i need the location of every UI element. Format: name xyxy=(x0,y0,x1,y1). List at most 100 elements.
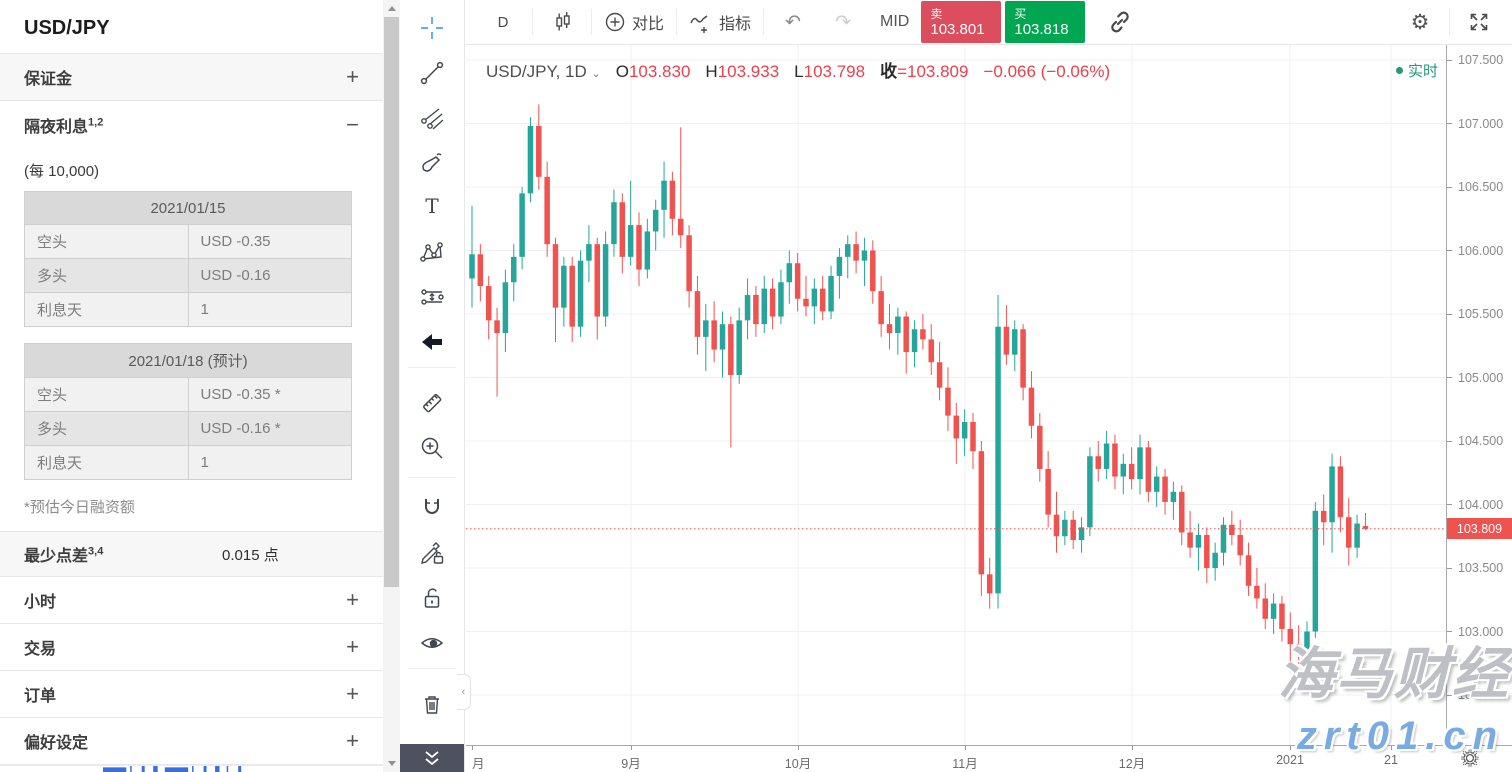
toolbar-collapse-button[interactable] xyxy=(400,744,464,772)
buy-button[interactable]: 买 103.818 xyxy=(1005,1,1086,43)
scroll-down-icon[interactable] xyxy=(383,755,400,772)
time-axis[interactable]: 月 9月 10月 11月 12月 2021 21 xyxy=(466,745,1512,772)
price-tick-label: 103.500 xyxy=(1458,561,1504,575)
section-margin[interactable]: 保证金 + xyxy=(0,54,383,101)
candle-body xyxy=(719,324,726,350)
candle-body xyxy=(711,320,717,350)
stay-drawing-mode-tool[interactable] xyxy=(415,536,449,570)
candle-body xyxy=(1070,519,1076,541)
expand-icon[interactable]: + xyxy=(346,634,359,659)
candle-body xyxy=(561,265,567,308)
mid-price-toggle[interactable]: MID xyxy=(880,13,910,30)
candle-body xyxy=(895,316,901,334)
section-overnight-interest[interactable]: 隔夜利息1,2 − xyxy=(0,101,383,148)
section-hours-label: 小时 xyxy=(24,594,57,611)
candle-body xyxy=(1362,526,1369,529)
candle-body xyxy=(1170,491,1177,502)
section-trading-label: 交易 xyxy=(24,641,57,658)
fullscreen-button[interactable] xyxy=(1454,5,1504,39)
price-tick-label: 105.000 xyxy=(1458,370,1504,385)
candle-body xyxy=(878,291,884,325)
price-tick xyxy=(1447,250,1452,251)
expand-icon[interactable]: + xyxy=(346,681,359,706)
crosshair-tool[interactable] xyxy=(415,11,449,45)
candle-body xyxy=(644,231,651,270)
sidebar-scrollbar[interactable] xyxy=(383,0,400,772)
candle-body xyxy=(778,282,784,317)
candle-body xyxy=(953,415,960,439)
price-tick-label: 107.500 xyxy=(1458,53,1504,67)
zoom-in-tool[interactable] xyxy=(415,431,449,465)
indicators-button[interactable]: 指标 xyxy=(681,5,759,39)
candle-body xyxy=(870,250,876,292)
expand-icon[interactable]: + xyxy=(346,64,359,89)
symbol-interval-dropdown[interactable]: USD/JPY, 1D ⌄ xyxy=(486,62,601,81)
undo-button[interactable]: ↶ xyxy=(785,11,801,33)
price-tick xyxy=(1447,59,1452,61)
candle-body xyxy=(694,291,701,337)
candlestick-icon xyxy=(556,12,570,31)
xabcd-pattern-tool[interactable] xyxy=(415,235,449,269)
text-tool[interactable]: T xyxy=(415,190,449,224)
time-tick xyxy=(798,746,799,750)
magnet-tool[interactable] xyxy=(415,491,449,525)
candle-body xyxy=(986,574,993,594)
trend-line-tool[interactable] xyxy=(415,56,449,90)
price-tick-label: 104.500 xyxy=(1458,434,1504,448)
section-overnight-label: 隔夜利息1,2 xyxy=(24,116,104,136)
section-margin-label: 保证金 xyxy=(24,71,73,88)
scroll-up-icon[interactable] xyxy=(383,0,400,17)
price-tick xyxy=(1447,567,1452,569)
expand-icon[interactable]: + xyxy=(346,728,359,753)
candle-body xyxy=(1053,514,1060,537)
measure-tool[interactable] xyxy=(415,386,449,420)
candle-body xyxy=(1304,631,1310,655)
candle-body xyxy=(1028,387,1035,426)
time-tick-label: 9月 xyxy=(621,757,641,771)
compare-button[interactable]: 对比 xyxy=(596,5,672,39)
clipped-footer-link[interactable]: ▇▇ ▏▎▍▇▇ ▏▎▍▏▎ xyxy=(0,765,383,772)
collapse-icon[interactable]: − xyxy=(346,111,359,137)
hide-drawings-eye-tool[interactable] xyxy=(415,626,449,660)
min-spread-row: 最少点差3,4 0.015 点 xyxy=(0,531,383,577)
sell-button[interactable]: 卖 103.801 xyxy=(921,1,1002,43)
toolbar-separator xyxy=(676,9,678,35)
candle-body xyxy=(544,176,550,245)
candle-body xyxy=(494,320,500,334)
candle-body xyxy=(703,320,709,337)
candle-body xyxy=(661,180,667,210)
expand-icon[interactable]: + xyxy=(346,587,359,612)
candle-body xyxy=(1346,517,1352,548)
per-unit-note: (每 10,000) xyxy=(24,163,100,180)
section-preferences[interactable]: 偏好设定 + xyxy=(0,718,383,765)
toolbar-collapse-handle[interactable]: ‹ xyxy=(457,674,471,710)
toolbar-separator xyxy=(1449,9,1450,35)
settings-gear-icon[interactable]: ⚙ xyxy=(1410,10,1430,34)
section-trading[interactable]: 交易 + xyxy=(0,624,383,671)
chart-canvas[interactable] xyxy=(466,45,1446,745)
candle-body xyxy=(602,244,609,317)
interval-button[interactable]: D xyxy=(497,13,509,31)
candlestick-chart[interactable]: USD/JPY, 1D ⌄ O103.830 H103.933 L103.798… xyxy=(466,45,1446,745)
redo-button[interactable]: ↷ xyxy=(835,11,851,33)
section-orders[interactable]: 订单 + xyxy=(0,671,383,718)
candle-body xyxy=(511,256,517,283)
candle-body xyxy=(1145,447,1152,492)
gann-fib-tool[interactable] xyxy=(415,101,449,135)
swap-row-value: USD -0.35 * xyxy=(187,377,352,412)
price-axis[interactable]: 107.500 107.000 106.500 106.000 105.500 105.0… xyxy=(1446,45,1512,745)
long-position-tool[interactable] xyxy=(415,280,449,314)
link-chart-button[interactable] xyxy=(1095,5,1145,39)
toolbar-separator xyxy=(591,9,592,35)
candle-body xyxy=(761,288,767,325)
arrow-mark-tool[interactable] xyxy=(415,325,449,359)
candle-body xyxy=(1062,519,1068,537)
candle-body xyxy=(1095,456,1101,469)
chart-style-button[interactable] xyxy=(537,5,587,39)
candle-body xyxy=(1262,598,1268,619)
lock-tool[interactable] xyxy=(415,581,449,615)
brush-tool[interactable] xyxy=(415,146,449,180)
remove-drawings-trash-tool[interactable] xyxy=(415,687,449,721)
section-hours[interactable]: 小时 + xyxy=(0,577,383,624)
scrollbar-thumb[interactable] xyxy=(384,17,399,587)
